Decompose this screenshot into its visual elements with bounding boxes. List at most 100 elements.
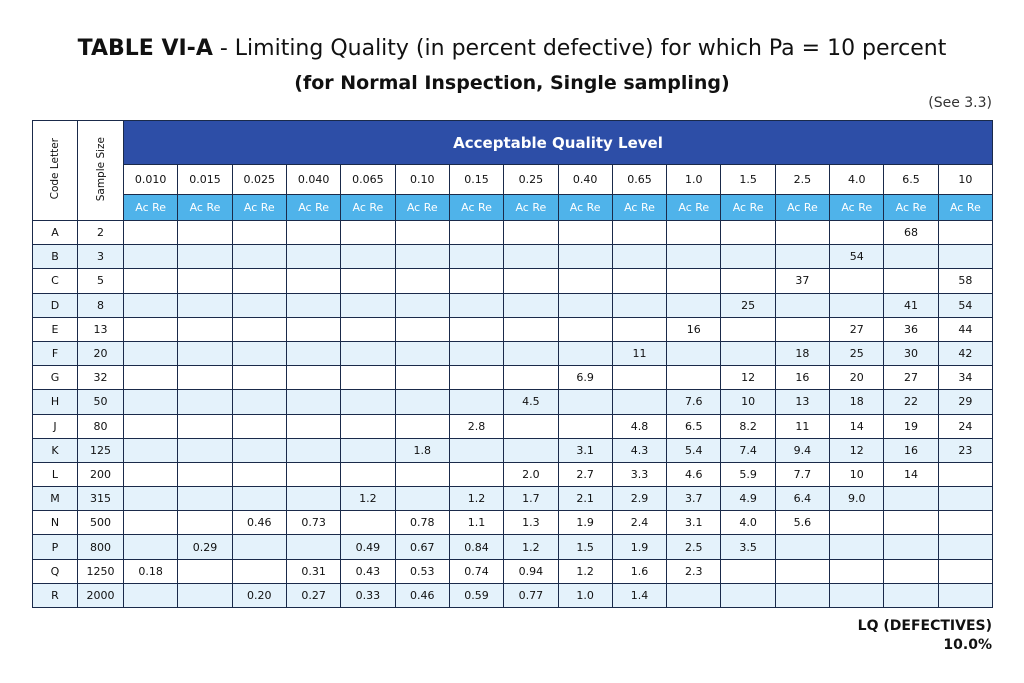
lq-value: 1.3 xyxy=(503,510,559,536)
empty-cell xyxy=(666,340,722,367)
empty-cell xyxy=(177,437,233,463)
lq-value: 25 xyxy=(829,340,885,367)
empty-cell xyxy=(340,437,396,463)
empty-cell xyxy=(937,219,994,246)
empty-cell xyxy=(448,268,505,294)
empty-cell xyxy=(883,534,939,560)
sample-size: 2000 xyxy=(77,582,124,609)
lq-value: 2.0 xyxy=(503,461,559,488)
empty-cell xyxy=(231,365,287,391)
lq-value: 9.4 xyxy=(774,437,831,463)
aql-level: 0.015 xyxy=(177,164,233,195)
lq-value: 2.4 xyxy=(611,510,668,536)
empty-cell xyxy=(122,461,179,488)
lq-value: 4.3 xyxy=(611,437,668,463)
lq-value: 2.1 xyxy=(557,486,613,512)
sample-size: 500 xyxy=(77,510,124,536)
lq-value: 14 xyxy=(883,461,939,488)
title: TABLE VI-A - Limiting Quality (in percen… xyxy=(0,36,1024,61)
empty-cell xyxy=(177,558,233,584)
lq-value: 44 xyxy=(937,316,994,342)
lq-value: 16 xyxy=(666,316,722,342)
lq-value: 1.9 xyxy=(611,534,668,560)
empty-cell xyxy=(557,219,613,246)
data-row: F 20 11 18 25 30 42 xyxy=(32,340,994,367)
empty-cell xyxy=(285,461,342,488)
lq-value: 4.9 xyxy=(720,486,776,512)
code-letter: Q xyxy=(32,558,78,584)
lq-value: 2.8 xyxy=(448,413,505,439)
empty-cell xyxy=(340,316,396,342)
empty-cell xyxy=(122,534,179,560)
sample-size: 20 xyxy=(77,340,124,367)
lq-value: 27 xyxy=(829,316,885,342)
empty-cell xyxy=(557,389,613,415)
lq-value: 25 xyxy=(720,292,776,318)
empty-cell xyxy=(177,510,233,536)
ac-re-header: Ac Re xyxy=(285,194,342,221)
header-row: Code Letter Sample Size Acceptable Quality… xyxy=(32,120,993,221)
empty-cell xyxy=(937,534,994,560)
empty-cell xyxy=(285,316,342,342)
footer-value: 10.0% xyxy=(943,637,992,653)
empty-cell xyxy=(340,219,396,246)
code-letter: R xyxy=(32,582,78,609)
lq-value: 3.5 xyxy=(720,534,776,560)
empty-cell xyxy=(774,534,831,560)
empty-cell xyxy=(666,219,722,246)
lq-value: 3.1 xyxy=(666,510,722,536)
lq-value: 5.9 xyxy=(720,461,776,488)
ac-re-header: Ac Re xyxy=(122,194,179,221)
ac-re-header: Ac Re xyxy=(231,194,287,221)
lq-value: 0.46 xyxy=(394,582,450,609)
ac-re-header: Ac Re xyxy=(503,194,559,221)
lq-value: 7.7 xyxy=(774,461,831,488)
data-row: J 80 2.8 4.8 6.5 8.2 11 14 19 24 xyxy=(32,413,994,439)
empty-cell xyxy=(557,244,613,270)
empty-cell xyxy=(177,582,233,609)
empty-cell xyxy=(557,316,613,342)
empty-cell xyxy=(231,316,287,342)
empty-cell xyxy=(177,219,233,246)
lq-value: 42 xyxy=(937,340,994,367)
lq-value: 6.9 xyxy=(557,365,613,391)
empty-cell xyxy=(503,268,559,294)
empty-cell xyxy=(340,389,396,415)
code-letter: F xyxy=(32,340,78,367)
lq-value: 11 xyxy=(774,413,831,439)
data-row: C 5 37 58 xyxy=(32,268,994,294)
empty-cell xyxy=(340,244,396,270)
lq-value: 10 xyxy=(720,389,776,415)
empty-cell xyxy=(177,413,233,439)
aql-level: 0.10 xyxy=(394,164,450,195)
lq-value: 12 xyxy=(829,437,885,463)
empty-cell xyxy=(503,316,559,342)
sample-size: 50 xyxy=(77,389,124,415)
data-row: P 800 0.29 0.49 0.67 0.84 1.2 1.5 1.9 2.5 3.5 xyxy=(32,534,994,560)
empty-cell xyxy=(340,365,396,391)
code-letter: L xyxy=(32,461,78,488)
empty-cell xyxy=(122,413,179,439)
lq-value: 29 xyxy=(937,389,994,415)
lq-value: 5.6 xyxy=(774,510,831,536)
empty-cell xyxy=(883,268,939,294)
empty-cell xyxy=(394,340,450,367)
empty-cell xyxy=(883,558,939,584)
code-letter: N xyxy=(32,510,78,536)
aql-level: 0.15 xyxy=(448,164,505,195)
lq-value: 8.2 xyxy=(720,413,776,439)
empty-cell xyxy=(177,486,233,512)
lq-value: 0.67 xyxy=(394,534,450,560)
lq-value: 0.77 xyxy=(503,582,559,609)
title-text: - Limiting Quality (in percent defective… xyxy=(219,36,947,61)
empty-cell xyxy=(231,413,287,439)
lq-value: 54 xyxy=(937,292,994,318)
lq-value: 1.6 xyxy=(611,558,668,584)
lq-value: 9.0 xyxy=(829,486,885,512)
aql-level: 2.5 xyxy=(774,164,831,195)
empty-cell xyxy=(448,292,505,318)
empty-cell xyxy=(122,582,179,609)
empty-cell xyxy=(829,558,885,584)
empty-cell xyxy=(883,244,939,270)
empty-cell xyxy=(394,413,450,439)
